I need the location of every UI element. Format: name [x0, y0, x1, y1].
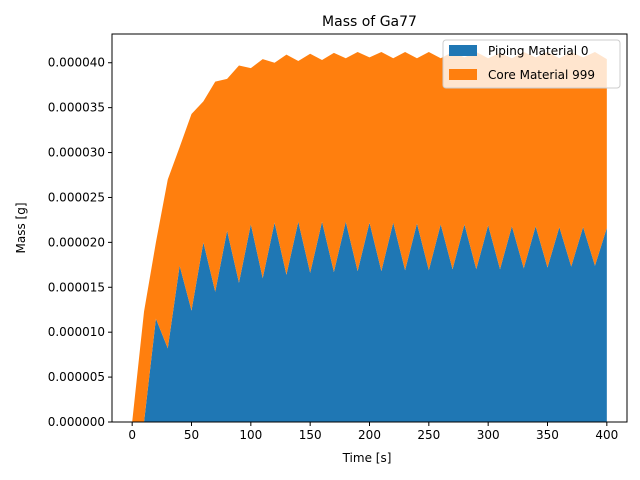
x-tick-label: 350: [536, 428, 559, 442]
y-tick-label: 0.000005: [48, 370, 105, 384]
x-tick-label: 100: [239, 428, 262, 442]
legend-label-piping: Piping Material 0: [488, 44, 589, 58]
legend-box: [442, 39, 621, 89]
legend: Piping Material 0 Core Material 999: [442, 39, 621, 89]
y-tick-label: 0.000000: [48, 415, 105, 429]
y-tick-label: 0.000010: [48, 325, 105, 339]
y-axis-title: Mass [g]: [14, 202, 28, 253]
legend-swatch-piping: [449, 45, 477, 56]
legend-label-core: Core Material 999: [488, 68, 595, 82]
area-series-1: [132, 51, 607, 423]
x-tick-label: 300: [477, 428, 500, 442]
x-tick-label: 400: [595, 428, 618, 442]
x-tick-label: 200: [358, 428, 381, 442]
x-tick-label: 0: [128, 428, 136, 442]
y-tick-label: 0.000030: [48, 146, 105, 160]
x-tick-label: 150: [299, 428, 322, 442]
x-axis-title: Time [s]: [342, 451, 392, 465]
chart-title: Mass of Ga77: [322, 14, 417, 30]
y-tick-label: 0.000015: [48, 280, 105, 294]
y-tick-label: 0.000025: [48, 190, 105, 204]
x-tick-label: 250: [417, 428, 440, 442]
area-layer: [132, 51, 607, 423]
y-tick-label: 0.000040: [48, 56, 105, 70]
y-axis-ticks: 0.000000 0.000005 0.000010 0.000015 0.000020…: [48, 56, 112, 429]
y-tick-label: 0.000035: [48, 101, 105, 115]
y-tick-label: 0.000020: [48, 235, 105, 249]
legend-swatch-core: [449, 69, 477, 80]
x-axis-ticks: 0 50 100 150 200 250 300 350 400: [128, 422, 618, 442]
area-series-0: [132, 221, 607, 422]
x-tick-label: 50: [184, 428, 199, 442]
